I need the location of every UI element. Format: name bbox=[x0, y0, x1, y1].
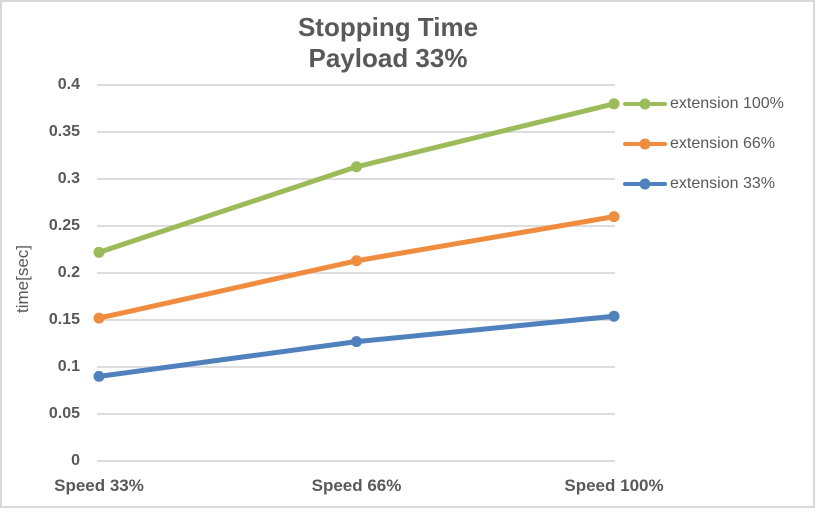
y-tick-label: 0.25 bbox=[48, 217, 80, 234]
x-axis-label: Speed 33% bbox=[54, 476, 144, 495]
legend-marker bbox=[623, 98, 667, 110]
chart-title: Stopping Time Payload 33% bbox=[2, 12, 774, 74]
series-marker bbox=[93, 312, 105, 324]
series-line-extension-66- bbox=[96, 214, 617, 321]
series-marker bbox=[93, 246, 105, 258]
legend-marker bbox=[623, 138, 667, 150]
series-marker bbox=[351, 255, 362, 267]
y-tick-label: 0.35 bbox=[48, 123, 80, 140]
series-marker bbox=[351, 336, 362, 348]
series-marker bbox=[608, 310, 620, 322]
legend-label: extension 33% bbox=[670, 175, 775, 192]
y-tick-label: 0.3 bbox=[57, 170, 80, 187]
x-axis-label: Speed 100% bbox=[564, 476, 664, 495]
y-tick-label: 0 bbox=[71, 452, 80, 469]
chart-title-line2: Payload 33% bbox=[308, 43, 468, 73]
legend-item: extension 33% bbox=[623, 173, 775, 195]
series-marker bbox=[93, 370, 105, 382]
legend-item: extension 66% bbox=[623, 133, 775, 155]
legend-marker-dot bbox=[639, 138, 651, 150]
y-tick-label: 0.2 bbox=[57, 264, 80, 281]
y-tick-label: 0.4 bbox=[57, 76, 80, 93]
series-marker bbox=[351, 161, 362, 173]
legend-item: extension 100% bbox=[623, 93, 784, 115]
x-axis-label: Speed 66% bbox=[311, 476, 402, 495]
legend-marker-dot bbox=[639, 178, 651, 190]
legend-marker-dot bbox=[639, 98, 651, 110]
series-marker bbox=[608, 211, 620, 223]
y-tick-label: 0.05 bbox=[48, 405, 80, 422]
chart-title-line1: Stopping Time bbox=[297, 12, 479, 42]
legend-label: extension 100% bbox=[670, 95, 784, 112]
series-marker bbox=[608, 98, 620, 110]
y-tick-label: 0.15 bbox=[48, 311, 80, 328]
y-tick-label: 0.1 bbox=[57, 358, 80, 375]
legend-label: extension 66% bbox=[670, 135, 775, 152]
legend-marker bbox=[623, 178, 667, 190]
